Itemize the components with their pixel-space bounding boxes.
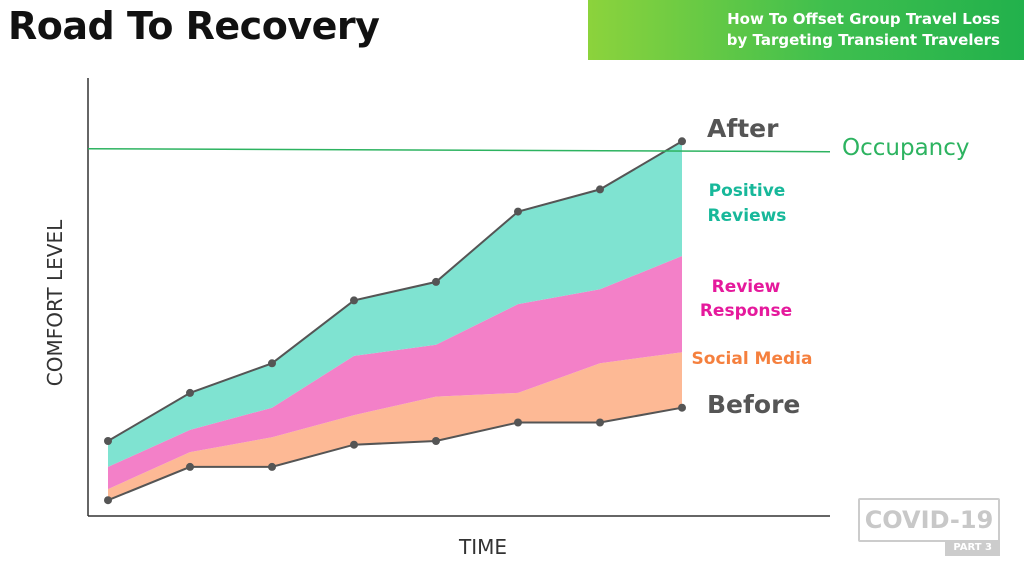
after-point: [596, 185, 604, 194]
review-response-label-1: Review: [712, 277, 781, 297]
after-point: [104, 437, 112, 445]
before-point: [514, 418, 522, 427]
after-point: [432, 277, 440, 286]
after-point: [514, 207, 522, 216]
banner-line-2: by Targeting Transient Travelers: [726, 31, 1000, 49]
banner-line-1: How To Offset Group Travel Loss: [727, 10, 1000, 28]
x-axis-label: TIME: [458, 535, 507, 559]
subtitle-banner: How To Offset Group Travel Loss by Targe…: [588, 0, 1024, 60]
before-point: [350, 440, 358, 449]
after-point: [678, 137, 686, 146]
before-point: [268, 462, 276, 471]
before-point: [186, 462, 194, 471]
after-point: [350, 296, 358, 305]
positive-reviews-label-1: Positive: [709, 181, 786, 201]
data-points: [104, 137, 686, 505]
after-point: [268, 359, 276, 368]
after-label: After: [707, 114, 779, 143]
before-point: [432, 437, 440, 445]
positive-reviews-label-2: Reviews: [708, 206, 787, 226]
area-positive-reviews: [108, 141, 682, 467]
area-layers: [108, 141, 682, 501]
after-line: [107, 140, 683, 442]
occupancy-label: Occupancy: [842, 135, 970, 161]
review-response-label-2: Response: [700, 301, 792, 321]
area-social-media: [108, 352, 682, 501]
part-tag: PART 3: [945, 540, 1000, 556]
social-media-label: Social Media: [692, 349, 813, 369]
covid-badge: COVID-19 PART 3: [858, 498, 1000, 558]
before-label: Before: [707, 390, 800, 419]
after-point: [186, 388, 194, 397]
before-point: [678, 403, 686, 412]
before-point: [104, 496, 112, 505]
before-line: [107, 406, 683, 502]
boundary-lines: [107, 140, 683, 502]
y-axis-label: COMFORT LEVEL: [43, 219, 67, 386]
occupancy-line: [87, 147, 831, 153]
covid-badge-text: COVID-19: [858, 498, 1000, 542]
banner-text: How To Offset Group Travel Loss by Targe…: [727, 9, 1000, 51]
before-point: [596, 418, 604, 427]
area-review-response: [108, 256, 682, 490]
page-title: Road To Recovery: [8, 4, 380, 48]
